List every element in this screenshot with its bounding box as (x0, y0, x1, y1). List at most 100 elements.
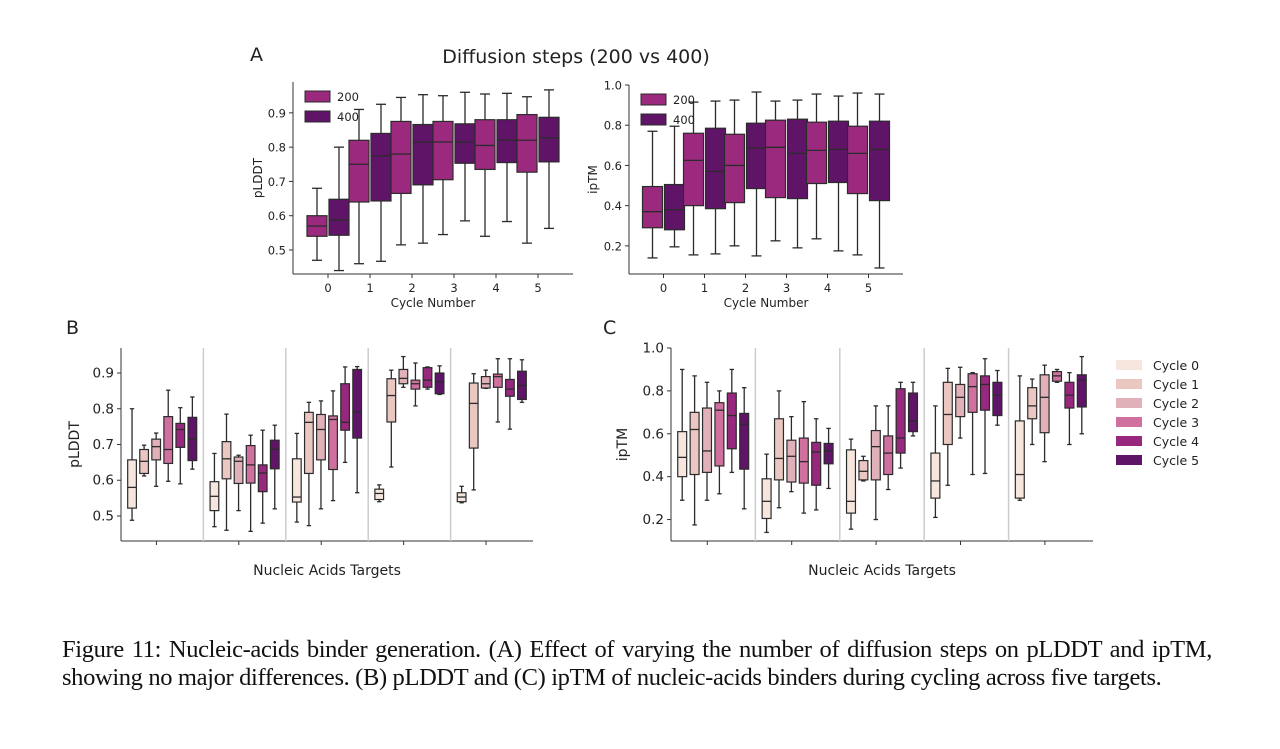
box-200-cycle-0 (641, 130, 664, 259)
panel-a-suptitle: Diffusion steps (200 vs 400) (442, 46, 710, 68)
box-target-1-cycle-0 (127, 408, 137, 521)
box-target-5-cycle-3 (1051, 368, 1063, 383)
box-iqr (773, 418, 785, 481)
x-tick-label: 5 (865, 281, 872, 295)
legend-swatch-200 (304, 90, 331, 103)
box-target-5-cycle-4 (504, 358, 515, 430)
x-tick-label: 3 (450, 281, 457, 295)
plot-b-plddt-cycles: 0.5 0.6 0.7 0.8 0.9 pLDDT Nucleic Acids Target… (67, 348, 533, 579)
box-target-5-cycle-5 (1076, 355, 1087, 435)
y-tick-label: 1.0 (643, 341, 664, 357)
y-axis-label: ipTM (615, 428, 631, 461)
legend-label-cycle-0: Cycle 0 (1153, 358, 1199, 373)
box-target-5-cycle-2 (1039, 364, 1050, 463)
box-200-cycle-2 (390, 96, 412, 246)
box-400-cycle-3 (454, 91, 476, 222)
box-target-1-cycle-3 (714, 390, 725, 495)
y-tick-label: 0.7 (93, 437, 114, 453)
box-iqr (496, 119, 518, 164)
box-target-5-cycle-0 (1014, 375, 1025, 501)
box-iqr (701, 407, 713, 473)
box-iqr (504, 378, 515, 397)
box-target-2-cycle-5 (269, 424, 280, 510)
box-200-cycle-3 (764, 100, 787, 242)
box-target-2-cycle-4 (811, 418, 822, 511)
plot-c-iptm-cycles: 0.2 0.4 0.6 0.8 1.0 ipTM Nucleic Acids Targets (615, 341, 1093, 579)
legend-swatch-cycle-0 (1116, 360, 1142, 370)
box-iqr (538, 116, 560, 163)
box-target-2-cycle-2 (786, 415, 797, 493)
box-iqr (798, 437, 809, 484)
x-tick-label: 2 (742, 281, 749, 295)
y-tick-label: 0.9 (93, 366, 114, 382)
legend-swatch-cycle-3 (1116, 417, 1142, 427)
box-target-1-cycle-1 (139, 444, 150, 477)
x-tick-label: 1 (366, 281, 373, 295)
box-200-cycle-0 (306, 187, 328, 261)
box-400-cycle-4 (827, 95, 850, 252)
box-target-2-cycle-3 (245, 434, 256, 532)
y-tick-label: 0.6 (268, 209, 286, 223)
box-target-4-cycle-0 (374, 484, 385, 503)
y-tick-label: 0.8 (93, 401, 114, 417)
box-target-4-cycle-5 (434, 365, 445, 396)
box-400-cycle-0 (328, 146, 350, 272)
box-iqr (1039, 374, 1050, 434)
box-400-cycle-5 (538, 89, 560, 230)
box-iqr (370, 132, 392, 202)
box-target-4-cycle-1 (942, 367, 953, 486)
box-target-5-cycle-3 (492, 358, 503, 423)
box-iqr (967, 373, 978, 413)
box-iqr (233, 456, 244, 485)
box-target-5-cycle-5 (517, 359, 527, 403)
box-target-4-cycle-4 (979, 358, 991, 475)
box-200-cycle-4 (474, 93, 496, 237)
y-tick-label: 0.4 (643, 469, 664, 485)
x-tick-label: 2 (408, 281, 415, 295)
box-target-1-cycle-1 (689, 375, 700, 526)
box-400-cycle-5 (868, 93, 891, 269)
legend-swatch-cycle-4 (1116, 436, 1142, 446)
figure-canvas: A Diffusion steps (200 vs 400) B C 0.50.… (66, 44, 1199, 579)
y-tick-label: 0.6 (604, 159, 622, 173)
box-target-4-cycle-3 (967, 372, 978, 476)
y-tick-label: 0.4 (604, 199, 622, 213)
box-400-cycle-1 (370, 103, 392, 262)
box-iqr (352, 368, 363, 439)
box-iqr (739, 412, 750, 470)
box-iqr (883, 435, 894, 476)
box-iqr (348, 139, 370, 203)
box-iqr (175, 422, 186, 448)
x-tick-label: 5 (534, 281, 541, 295)
box-iqr (745, 122, 768, 190)
box-iqr (1027, 387, 1038, 420)
box-iqr (846, 125, 869, 195)
caption-text: Nucleic-acids binder generation. (A) Eff… (62, 636, 1212, 691)
caption-label: Figure 11: (62, 636, 162, 663)
box-iqr (422, 367, 433, 388)
box-target-3-cycle-4 (340, 366, 351, 464)
figure-caption: Figure 11: Nucleic-acids binder generati… (62, 636, 1212, 692)
x-tick-label: 3 (783, 281, 790, 295)
box-iqr (811, 441, 822, 486)
box-iqr (151, 438, 162, 461)
box-iqr (786, 118, 809, 200)
box-iqr (677, 431, 688, 478)
box-target-1-cycle-4 (726, 368, 737, 474)
box-iqr (291, 458, 302, 503)
box-iqr (163, 416, 174, 465)
box-iqr (1014, 420, 1025, 499)
box-iqr (682, 132, 705, 207)
x-axis-label: Cycle Number (724, 296, 809, 310)
box-400-cycle-2 (745, 91, 768, 257)
y-tick-label: 0.5 (93, 508, 114, 524)
y-tick-label: 0.8 (604, 119, 622, 133)
box-target-4-cycle-2 (955, 366, 966, 439)
box-iqr (689, 411, 700, 476)
box-iqr (257, 464, 268, 493)
box-400-cycle-1 (704, 100, 727, 255)
box-iqr (328, 415, 338, 471)
box-iqr (374, 488, 385, 501)
box-iqr (303, 411, 314, 475)
cycle-legend: Cycle 0 Cycle 1 Cycle 2 Cycle 3 Cycle 4 Cycle… (1116, 358, 1199, 468)
